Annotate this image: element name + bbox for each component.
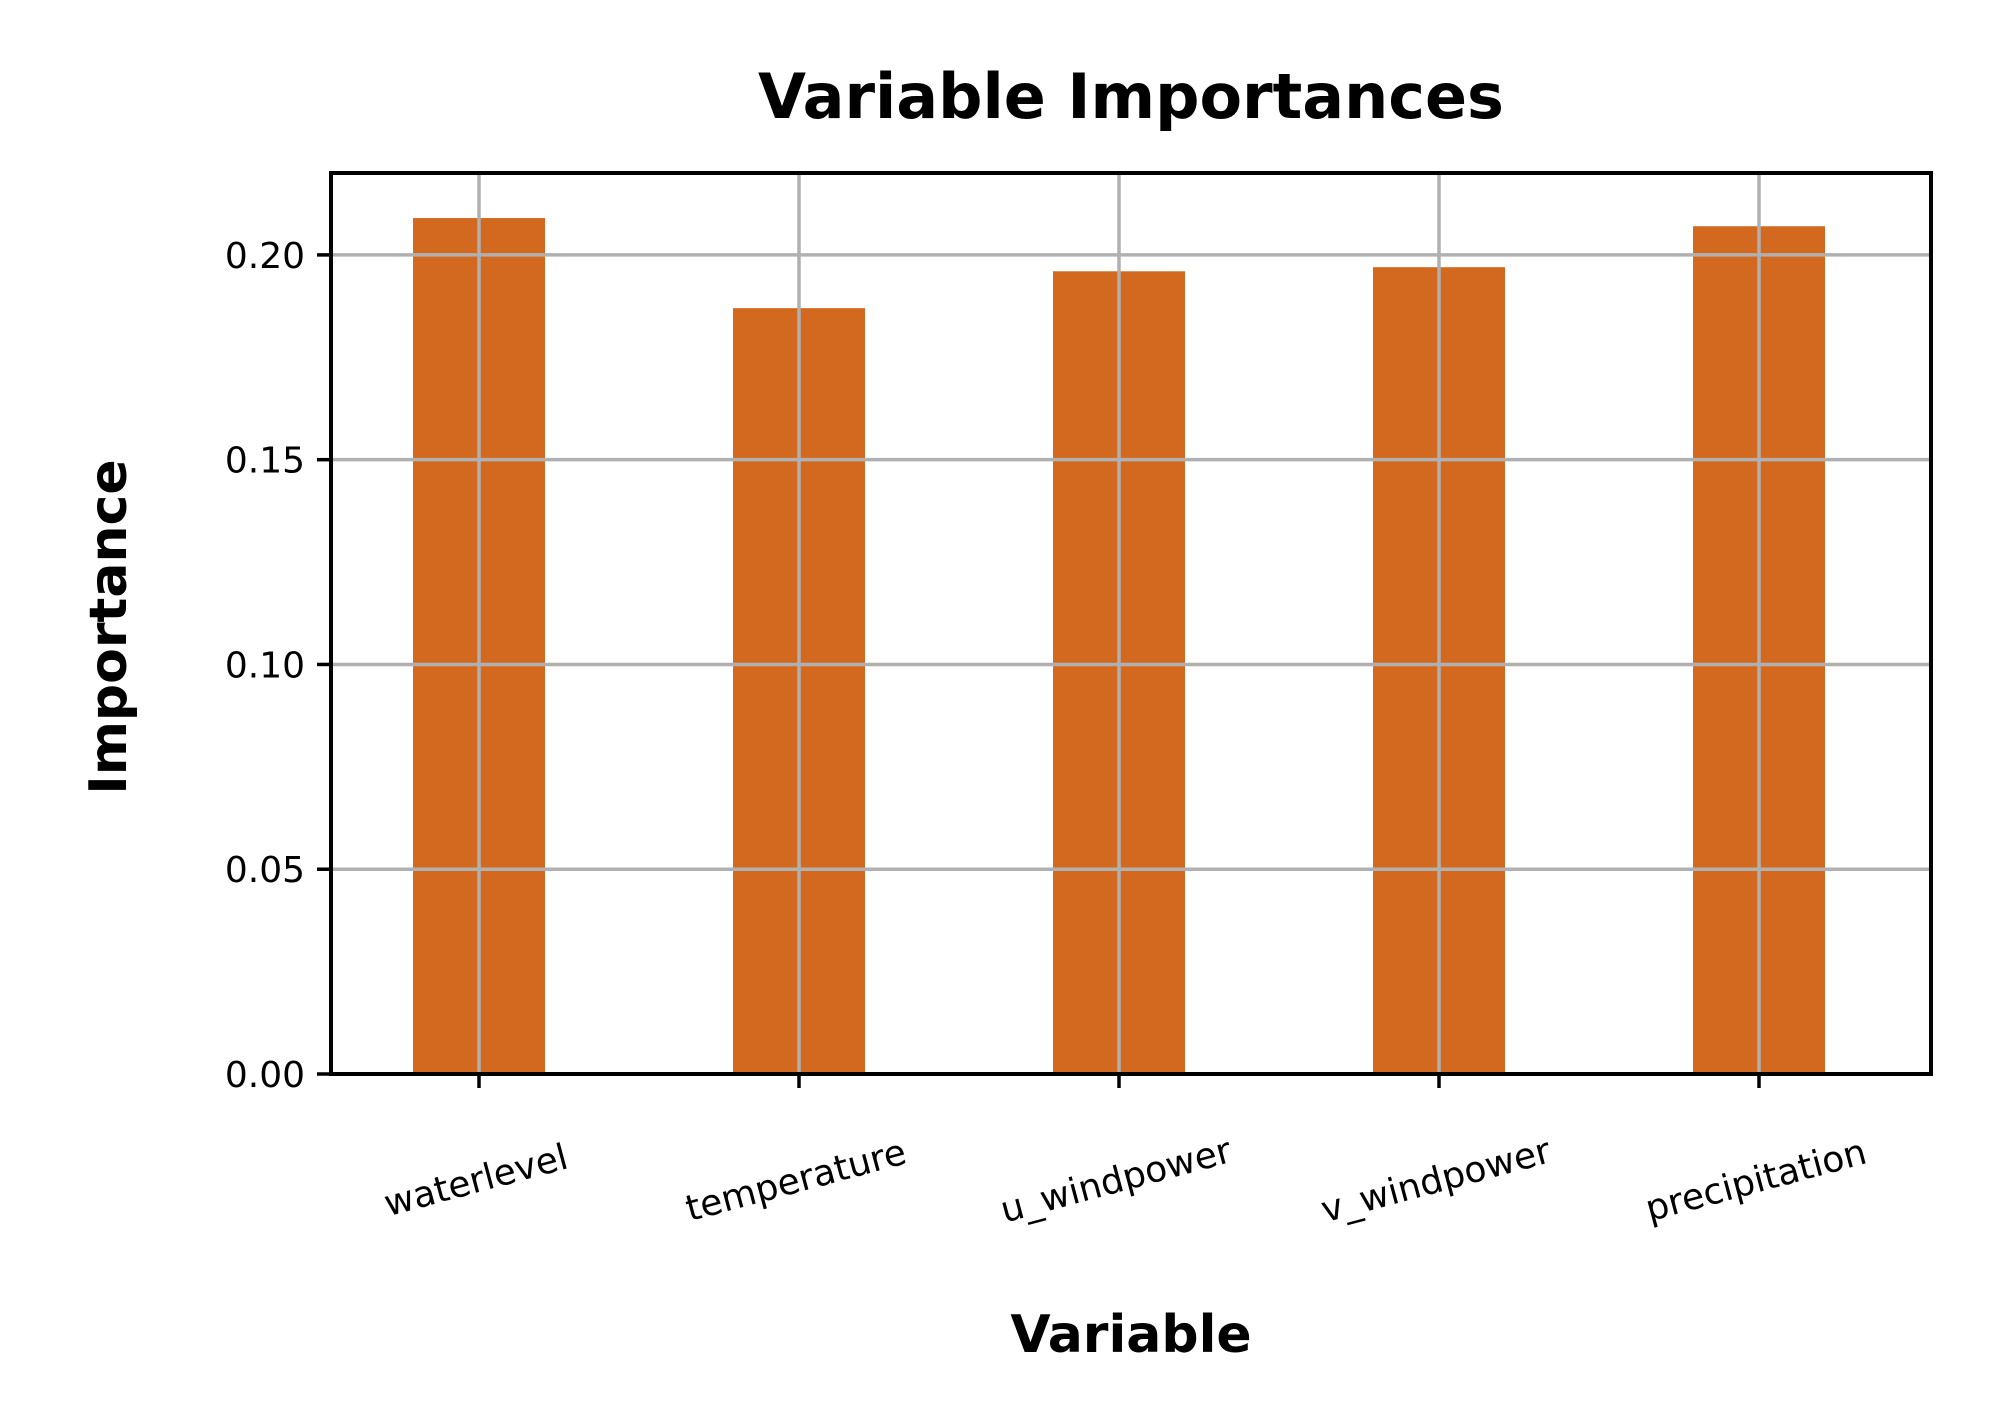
y-tick-label: 0.20 bbox=[225, 236, 305, 277]
y-axis-ticks: 0.00 0.05 0.10 0.15 0.20 bbox=[225, 236, 331, 1096]
y-tick-label: 0.15 bbox=[225, 441, 305, 482]
y-tick-label: 0.10 bbox=[225, 645, 305, 686]
plot-frame bbox=[329, 171, 1933, 1076]
grid-lines-overlay bbox=[331, 173, 1931, 1074]
chart-title: Variable Importances bbox=[758, 60, 1504, 133]
x-axis-label: Variable bbox=[1010, 1305, 1251, 1365]
y-tick-label: 0.05 bbox=[225, 850, 305, 891]
y-tick-label: 0.00 bbox=[225, 1055, 305, 1096]
y-axis-label: Importance bbox=[79, 459, 139, 794]
